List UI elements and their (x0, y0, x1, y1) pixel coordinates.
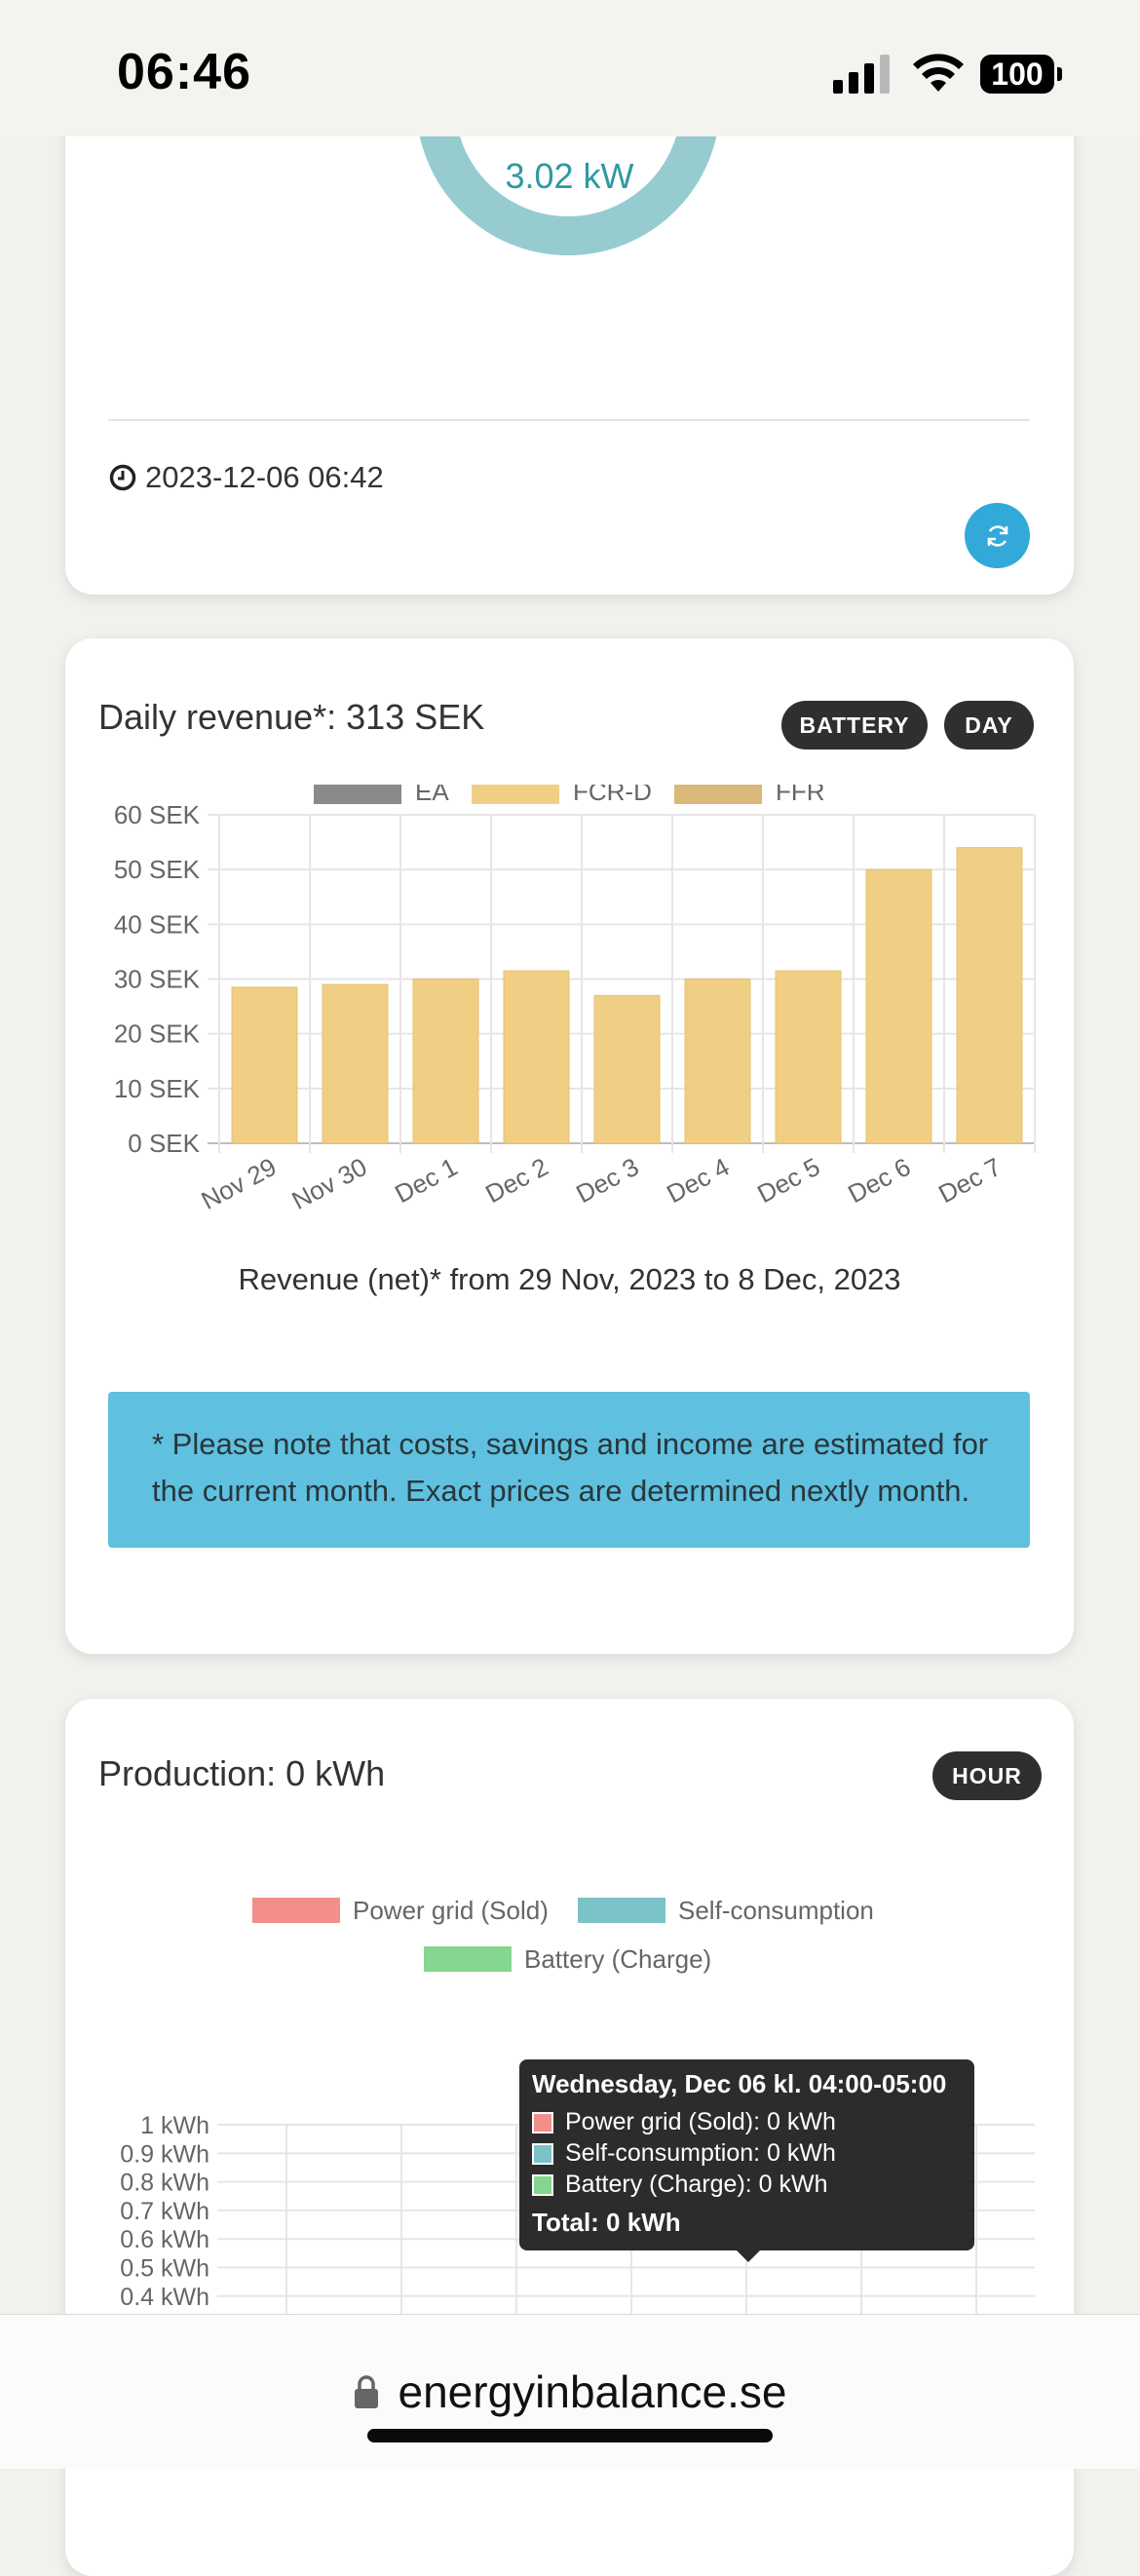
y-tick-label: 60 SEK (114, 800, 201, 829)
legend-swatch (532, 2173, 553, 2196)
legend-swatch (578, 1898, 665, 1923)
hour-filter-pill[interactable]: HOUR (932, 1751, 1042, 1800)
power-card: 3.02 kW 2023-12-06 06:42 (65, 0, 1074, 595)
y-tick-label: 0.7 kWh (120, 2198, 209, 2225)
bar (865, 868, 932, 1144)
x-tick-label: Dec 1 (390, 1152, 462, 1209)
battery-filter-pill[interactable]: BATTERY (781, 701, 928, 750)
x-tick-label: Dec 6 (843, 1152, 915, 1209)
y-tick-label: 0.6 kWh (120, 2226, 209, 2253)
cellular-signal-icon (833, 55, 890, 94)
tooltip-row: Self-consumption: 0 kWh (532, 2139, 836, 2168)
legend-label: Battery (Charge) (524, 1944, 711, 1974)
revenue-card: Daily revenue*: 313 SEK BATTERY DAY EA FC… (65, 638, 1074, 1654)
url-display[interactable]: energyinbalance.se (0, 2365, 1140, 2418)
status-bar: 06:46 100 (0, 0, 1140, 136)
y-tick-label: 20 SEK (114, 1019, 201, 1049)
battery-level: 100 (980, 55, 1054, 94)
url-text: energyinbalance.se (398, 2366, 787, 2417)
bar (322, 983, 389, 1144)
x-tick-label: Dec 7 (933, 1152, 1006, 1209)
tooltip-row-text: Power grid (Sold): 0 kWh (565, 2108, 836, 2135)
x-tick-label: Dec 3 (571, 1152, 643, 1209)
y-tick-label: 1 kWh (140, 2112, 209, 2139)
clock-icon (109, 464, 136, 491)
legend-label: EA (415, 785, 449, 806)
legend-swatch (674, 785, 762, 804)
y-tick-label: 10 SEK (114, 1074, 201, 1103)
bar (231, 986, 298, 1144)
browser-url-bar[interactable]: energyinbalance.se (0, 2314, 1140, 2469)
legend-label: Self-consumption (678, 1896, 874, 1925)
status-time: 06:46 (117, 44, 251, 100)
tooltip-row-text: Self-consumption: 0 kWh (565, 2139, 836, 2167)
x-tick-label: Nov 29 (196, 1152, 281, 1215)
y-tick-label: 0.8 kWh (120, 2170, 209, 2197)
timestamp-text: 2023-12-06 06:42 (145, 460, 384, 494)
x-tick-label: Dec 5 (752, 1152, 824, 1209)
refresh-button[interactable] (965, 503, 1030, 568)
last-updated: 2023-12-06 06:42 (108, 460, 384, 495)
power-gauge-value: 3.02 kW (505, 156, 634, 196)
refresh-icon (987, 524, 1007, 547)
tooltip-row-text: Battery (Charge): 0 kWh (565, 2171, 828, 2198)
legend-swatch (532, 2142, 553, 2165)
x-tick-label: Dec 2 (480, 1152, 552, 1209)
y-tick-label: 40 SEK (114, 909, 201, 939)
y-tick-label: 0.4 kWh (120, 2284, 209, 2311)
x-tick-label: Dec 4 (662, 1152, 734, 1209)
battery-icon: 100 (980, 55, 1062, 94)
production-title: Production: 0 kWh (98, 1753, 386, 1793)
y-tick-label: 50 SEK (114, 855, 201, 884)
lock-icon (354, 2375, 378, 2408)
tooltip-total: Total: 0 kWh (532, 2208, 681, 2237)
y-tick-label: 0.5 kWh (120, 2255, 209, 2283)
legend-label: FCR-D (573, 785, 652, 806)
estimate-notice: * Please note that costs, savings and in… (108, 1392, 1030, 1548)
legend-swatch (424, 1946, 512, 1972)
y-tick-label: 0.9 kWh (120, 2140, 209, 2168)
legend-swatch (252, 1898, 340, 1923)
revenue-title: Daily revenue*: 313 SEK (98, 697, 485, 737)
y-tick-label: 0 SEK (128, 1129, 200, 1158)
revenue-bar-chart: EA FCR-D FFR 0 SEK 10 SEK 20 SEK 30 SEK 40 SEK 5… (114, 785, 1036, 1215)
wifi-icon (913, 54, 964, 92)
y-tick-label: 30 SEK (114, 965, 201, 994)
legend-swatch (472, 785, 559, 804)
bar (684, 979, 751, 1144)
day-filter-pill[interactable]: DAY (944, 701, 1034, 750)
home-indicator (367, 2429, 773, 2442)
legend-swatch (314, 785, 401, 804)
legend-swatch (532, 2111, 553, 2134)
legend-label: FFR (776, 785, 825, 806)
tooltip-row: Battery (Charge): 0 kWh (532, 2171, 828, 2199)
bar (503, 970, 570, 1144)
tooltip-row: Power grid (Sold): 0 kWh (532, 2108, 836, 2136)
divider (108, 419, 1030, 421)
tooltip-title: Wednesday, Dec 06 kl. 04:00-05:00 (532, 2069, 947, 2098)
legend-label: Power grid (Sold) (353, 1896, 549, 1925)
x-tick-label: Nov 30 (286, 1152, 371, 1215)
chart-tooltip: Wednesday, Dec 06 kl. 04:00-05:00 Power … (519, 2059, 974, 2262)
bar (593, 994, 661, 1144)
bar (412, 979, 479, 1144)
bar (956, 847, 1023, 1144)
revenue-chart-caption: Revenue (net)* from 29 Nov, 2023 to 8 De… (238, 1262, 901, 1296)
bar (775, 970, 842, 1144)
